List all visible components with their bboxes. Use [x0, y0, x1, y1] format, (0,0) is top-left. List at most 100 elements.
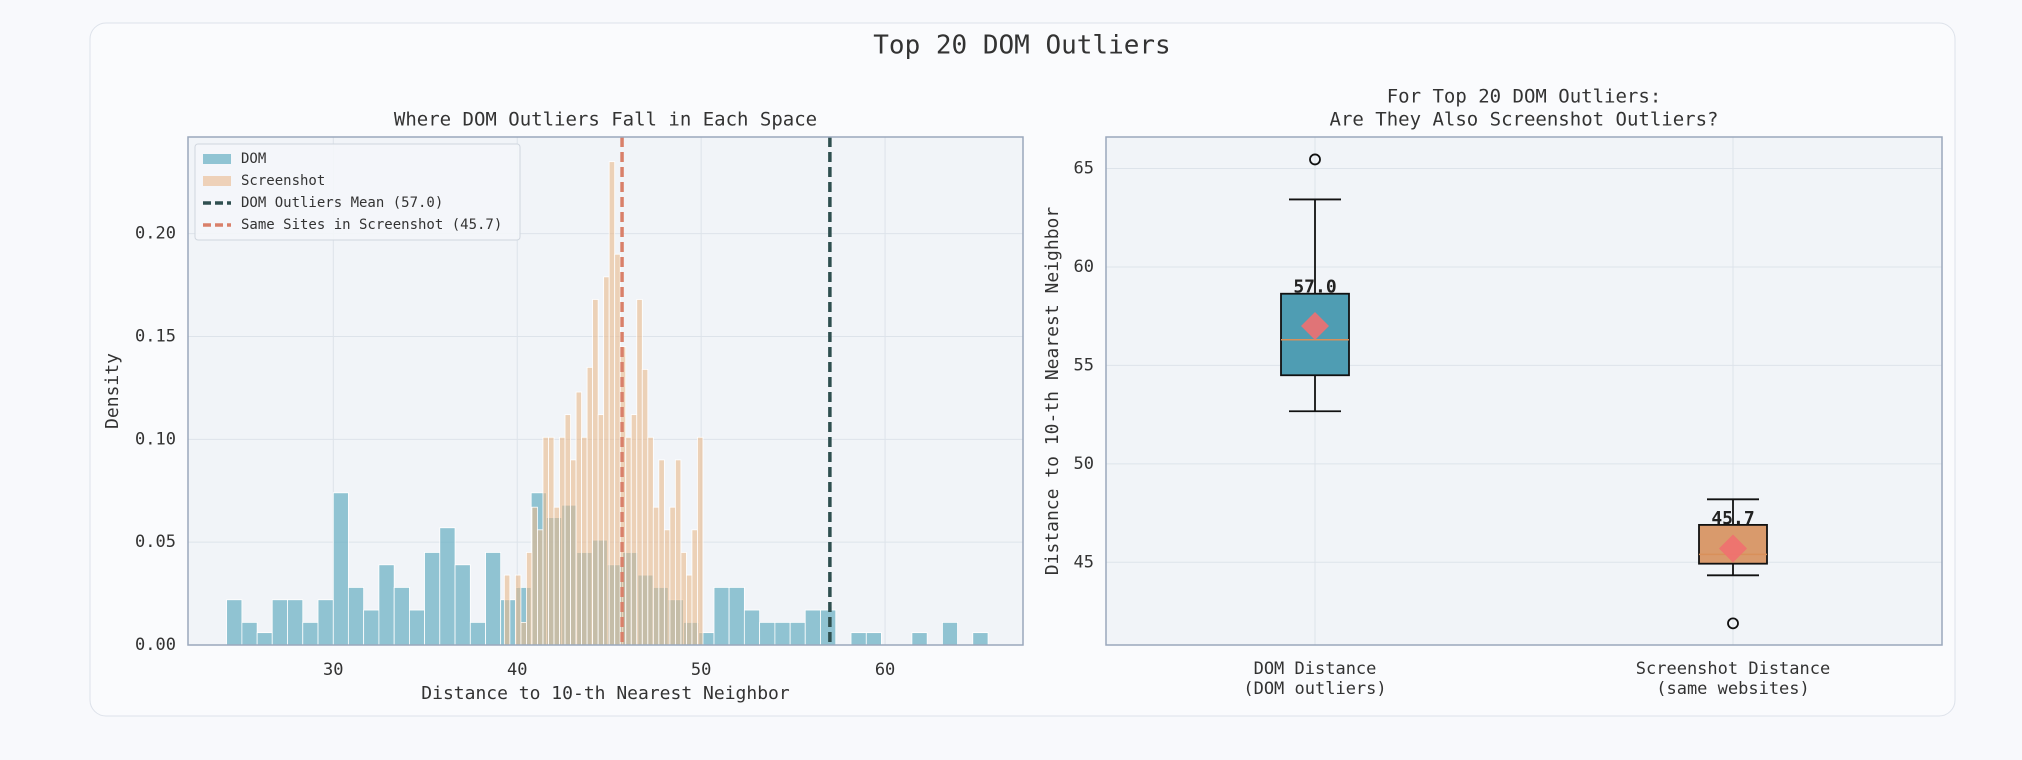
histogram-bar: [911, 632, 928, 646]
histogram-bar: [972, 632, 989, 646]
histogram-bar: [575, 391, 582, 646]
x-tick-label: 60: [875, 660, 895, 680]
legend-label: Same Sites in Screenshot (45.7): [241, 217, 502, 233]
subplot-title: Are They Also Screenshot Outliers?: [1330, 109, 1719, 131]
mean-label: 45.7: [1711, 508, 1754, 529]
histogram-bar: [630, 414, 638, 646]
histogram-bar: [850, 632, 867, 646]
legend: DOM Screenshot DOM Outliers Mean (57.0) Sam…: [194, 143, 521, 241]
histogram-bar: [647, 436, 654, 646]
histogram-bar: [697, 436, 704, 646]
histogram-bar: [302, 621, 319, 646]
plot-border: [1105, 136, 1943, 646]
histogram-bar: [469, 621, 486, 646]
legend-label: DOM: [241, 151, 266, 167]
histogram-bar: [586, 366, 594, 646]
histogram-bar: [652, 506, 660, 646]
legend-swatch: [203, 176, 231, 186]
histogram-bar: [559, 436, 566, 646]
histogram-bar: [553, 506, 560, 646]
histogram-bar: [363, 609, 380, 646]
histogram-bar: [789, 621, 806, 646]
y-tick-label: 65: [1074, 159, 1094, 179]
histogram-bar: [542, 436, 549, 646]
histogram-bar: [674, 459, 682, 646]
histogram-bar: [317, 599, 334, 646]
histogram-bar: [564, 414, 571, 646]
histogram-bar: [942, 621, 958, 646]
page-title: Top 20 DOM Outliers: [873, 31, 1170, 61]
histogram-bar: [226, 599, 243, 646]
histogram-bar: [592, 299, 599, 646]
y-tick-label: 60: [1074, 257, 1094, 277]
x-tick-label: 30: [323, 660, 343, 680]
histogram-bar: [603, 276, 610, 646]
subplot-title: Where DOM Outliers Fall in Each Space: [394, 109, 817, 131]
plot-area: [1106, 137, 1942, 645]
x-tick-label: (DOM outliers): [1243, 679, 1386, 699]
y-tick-label: 0.10: [135, 429, 176, 449]
histogram-bar: [774, 621, 791, 646]
histogram-bar: [531, 506, 538, 646]
y-tick-label: 50: [1074, 454, 1094, 474]
x-tick-label: 40: [507, 660, 527, 680]
legend-label: Screenshot: [241, 173, 325, 189]
x-axis-label: Distance to 10-th Nearest Neighbor: [421, 683, 790, 704]
y-tick-label: 45: [1074, 552, 1094, 572]
legend-label: DOM Outliers Mean (57.0): [241, 195, 443, 211]
plot-border: [187, 136, 1024, 646]
x-tick-label: 50: [691, 660, 711, 680]
histogram-bar: [680, 552, 687, 646]
histogram-bar: [548, 436, 555, 646]
x-tick-label: (same websites): [1656, 679, 1810, 699]
mean-label: 57.0: [1293, 277, 1336, 298]
y-tick-label: 0.20: [135, 224, 176, 244]
histogram-bar: [439, 527, 456, 646]
histogram-bar: [287, 599, 304, 646]
outlier: [1309, 153, 1321, 166]
histogram-bar: [378, 564, 395, 646]
histogram-bar: [393, 587, 410, 646]
y-tick-label: 0.05: [135, 532, 176, 552]
outlier: [1727, 617, 1739, 630]
histogram-bar: [614, 253, 621, 646]
histogram-bar: [503, 574, 511, 646]
histogram-bar: [641, 369, 649, 646]
subplot-title: For Top 20 DOM Outliers:: [1387, 86, 1662, 108]
histogram-bar: [570, 459, 577, 646]
y-tick-label: 55: [1074, 355, 1094, 375]
histogram-bar: [256, 632, 273, 646]
y-tick-label: 0.00: [135, 635, 176, 655]
histogram-bar: [526, 552, 533, 646]
histogram-bar: [669, 506, 676, 646]
histogram-bar: [454, 564, 471, 646]
histogram-bar: [865, 632, 882, 646]
legend-swatch: [203, 154, 231, 164]
histogram-bar: [686, 574, 693, 646]
histogram-bar: [409, 609, 425, 646]
histogram-bar: [241, 621, 258, 646]
histogram-bar: [608, 161, 616, 646]
histogram-bar: [636, 299, 643, 646]
mean-marker: [1719, 534, 1747, 563]
histogram-bar: [619, 346, 627, 646]
y-axis-label: Distance to 10-th Nearest Neighbor: [1042, 207, 1063, 576]
histogram-bar: [332, 492, 349, 646]
y-axis-label: Density: [102, 353, 123, 429]
mean-marker: [1301, 312, 1329, 341]
y-tick-label: 0.15: [135, 326, 176, 346]
histogram-bar: [581, 436, 588, 646]
histogram-bar: [728, 587, 745, 646]
histogram-bar: [514, 574, 522, 646]
histogram-bar: [520, 621, 527, 646]
histogram-bar: [658, 459, 665, 646]
histogram-bar: [347, 587, 365, 646]
histogram-bar: [663, 529, 671, 646]
histogram-bar: [759, 621, 776, 646]
histogram-bar: [537, 529, 544, 646]
histogram-bar: [691, 529, 698, 646]
histogram-bar: [743, 609, 761, 646]
histogram-bar: [713, 587, 730, 646]
histogram-bar: [485, 552, 502, 646]
